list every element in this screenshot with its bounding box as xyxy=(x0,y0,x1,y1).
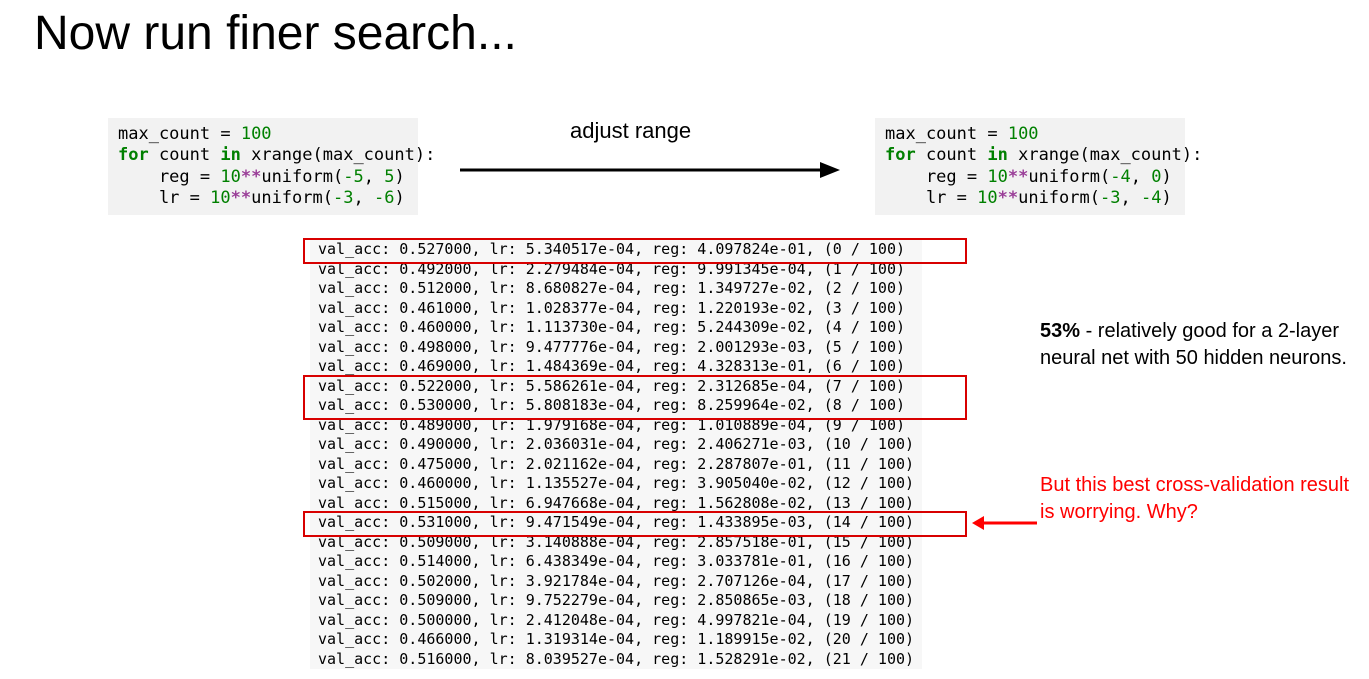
code-text: max_count = 100 for count in xrange(max_… xyxy=(885,124,1202,208)
code-text: max_count = 100 for count in xrange(max_… xyxy=(118,124,435,208)
arrow-icon xyxy=(460,155,840,185)
log-line: val_acc: 0.522000, lr: 5.586261e-04, reg… xyxy=(310,377,922,397)
log-line: val_acc: 0.527000, lr: 5.340517e-04, reg… xyxy=(310,240,922,260)
log-line: val_acc: 0.490000, lr: 2.036031e-04, reg… xyxy=(310,435,922,455)
log-line: val_acc: 0.492000, lr: 2.279484e-04, reg… xyxy=(310,260,922,280)
log-line: val_acc: 0.498000, lr: 9.477776e-04, reg… xyxy=(310,338,922,358)
commentary-warning: But this best cross-validation result is… xyxy=(1040,472,1360,526)
log-line: val_acc: 0.469000, lr: 1.484369e-04, reg… xyxy=(310,357,922,377)
adjust-range-label: adjust range xyxy=(570,118,691,144)
log-line: val_acc: 0.466000, lr: 1.319314e-04, reg… xyxy=(310,630,922,650)
log-line: val_acc: 0.512000, lr: 8.680827e-04, reg… xyxy=(310,279,922,299)
log-line: val_acc: 0.530000, lr: 5.808183e-04, reg… xyxy=(310,396,922,416)
log-line: val_acc: 0.509000, lr: 9.752279e-04, reg… xyxy=(310,591,922,611)
slide-title: Now run finer search... xyxy=(34,6,517,61)
log-line: val_acc: 0.509000, lr: 3.140888e-04, reg… xyxy=(310,533,922,553)
log-output: val_acc: 0.527000, lr: 5.340517e-04, reg… xyxy=(310,240,922,669)
log-line: val_acc: 0.531000, lr: 9.471549e-04, reg… xyxy=(310,513,922,533)
red-arrow-icon xyxy=(972,514,1037,532)
log-line: val_acc: 0.514000, lr: 6.438349e-04, reg… xyxy=(310,552,922,572)
commentary-percent: 53% xyxy=(1040,320,1080,342)
log-line: val_acc: 0.516000, lr: 8.039527e-04, reg… xyxy=(310,650,922,670)
log-line: val_acc: 0.460000, lr: 1.135527e-04, reg… xyxy=(310,474,922,494)
log-line: val_acc: 0.475000, lr: 2.021162e-04, reg… xyxy=(310,455,922,475)
log-line: val_acc: 0.460000, lr: 1.113730e-04, reg… xyxy=(310,318,922,338)
commentary-good-text: - relatively good for a 2-layer neural n… xyxy=(1040,320,1347,369)
code-box-right: max_count = 100 for count in xrange(max_… xyxy=(875,118,1185,215)
slide: Now run finer search... max_count = 100 … xyxy=(0,0,1369,679)
log-line: val_acc: 0.500000, lr: 2.412048e-04, reg… xyxy=(310,611,922,631)
log-line: val_acc: 0.461000, lr: 1.028377e-04, reg… xyxy=(310,299,922,319)
code-box-left: max_count = 100 for count in xrange(max_… xyxy=(108,118,418,215)
commentary-good: 53% - relatively good for a 2-layer neur… xyxy=(1040,318,1360,372)
log-line: val_acc: 0.489000, lr: 1.979168e-04, reg… xyxy=(310,416,922,436)
log-line: val_acc: 0.502000, lr: 3.921784e-04, reg… xyxy=(310,572,922,592)
log-line: val_acc: 0.515000, lr: 6.947668e-04, reg… xyxy=(310,494,922,514)
